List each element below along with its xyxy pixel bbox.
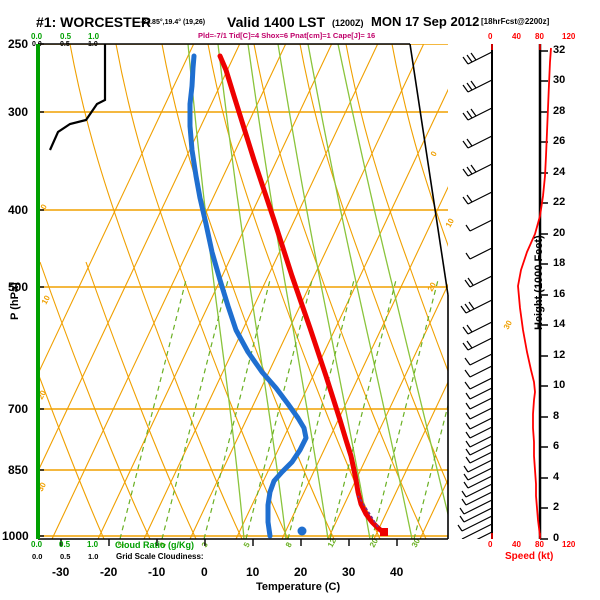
grid-cloudiness-bottom-tick-1: 0.5 bbox=[60, 552, 71, 561]
svg-text:10: 10 bbox=[40, 293, 52, 306]
height-tick-8: 8 bbox=[553, 410, 560, 422]
temperature-tick-0: 0 bbox=[201, 565, 208, 579]
pressure-tick-300: 300 bbox=[8, 105, 29, 119]
isobar-lines bbox=[38, 44, 448, 537]
temperature-ticks bbox=[60, 539, 398, 546]
height-ticks bbox=[540, 50, 548, 540]
temperature-tick-40: 40 bbox=[390, 565, 404, 579]
grid-cloudiness-bottom-tick-0: 0.0 bbox=[32, 552, 43, 561]
height-tick-0: 0 bbox=[553, 532, 560, 544]
temperature-tick--20: -20 bbox=[100, 565, 118, 579]
wind-barbs bbox=[457, 51, 493, 539]
cloud-ratio-tick-1: 0.5 bbox=[60, 32, 72, 41]
height-tick-10: 10 bbox=[553, 379, 566, 391]
temperature-tick-10: 10 bbox=[246, 565, 260, 579]
svg-text:30: 30 bbox=[502, 318, 514, 331]
svg-text:8: 8 bbox=[284, 540, 294, 549]
valid-time-utc: (1200Z) bbox=[332, 18, 364, 28]
pressure-tick-400: 400 bbox=[8, 203, 29, 217]
svg-text:10: 10 bbox=[444, 216, 456, 229]
stability-indices: Pld=-7/1 Tid[C]=4 Shox=6 Pnat[cm]=1 Cape… bbox=[198, 31, 376, 40]
temperature-tick-20: 20 bbox=[294, 565, 308, 579]
height-axis-label: Height (1000 Feet) bbox=[533, 235, 545, 330]
height-tick-12: 12 bbox=[553, 349, 566, 361]
speed-bottom-tick-0: 0 bbox=[488, 540, 493, 549]
speed-ticks bbox=[491, 44, 541, 539]
pressure-axis-label: P (hPa) bbox=[9, 282, 21, 320]
pressure-tick-250: 250 bbox=[8, 37, 29, 51]
speed-profile-curve bbox=[517, 47, 552, 537]
skewt-grid bbox=[38, 44, 448, 539]
height-tick-24: 24 bbox=[553, 166, 566, 178]
height-tick-28: 28 bbox=[553, 105, 566, 117]
pressure-tick-850: 850 bbox=[8, 463, 29, 477]
height-tick-6: 6 bbox=[553, 440, 560, 452]
svg-text:1: 1 bbox=[116, 540, 126, 549]
svg-text:5: 5 bbox=[242, 540, 252, 549]
surface-dewpoint-marker bbox=[297, 526, 307, 536]
speed-bottom-tick-120: 120 bbox=[562, 540, 576, 549]
temperature-axis-label: Temperature (C) bbox=[256, 581, 341, 593]
pressure-tick-700: 700 bbox=[8, 402, 29, 416]
height-tick-30: 30 bbox=[553, 74, 566, 86]
height-tick-32: 32 bbox=[553, 44, 566, 56]
temperature-tick--10: -10 bbox=[148, 565, 166, 579]
temperature-tick--30: -30 bbox=[52, 565, 70, 579]
pressure-tick-1000: 1000 bbox=[2, 529, 29, 543]
height-tick-18: 18 bbox=[553, 257, 566, 269]
svg-text:0: 0 bbox=[429, 149, 439, 158]
height-tick-14: 14 bbox=[553, 318, 566, 330]
station-title: #1: WORCESTER bbox=[36, 14, 152, 30]
dewpoint-curve bbox=[187, 53, 309, 539]
cloud-ratio-axis-label: Cloud Ratio (g/Kg) bbox=[115, 540, 194, 550]
speed-axis-label: Speed (kt) bbox=[505, 551, 554, 562]
cloud-ratio-bottom-tick-2: 1.0 bbox=[87, 540, 99, 549]
grid-cloudiness-bottom-tick-2: 1.0 bbox=[88, 552, 99, 561]
grid-cloudiness-axis-label: Grid Scale Cloudiness: bbox=[116, 552, 204, 561]
temperature-curve bbox=[217, 53, 386, 535]
surface-temperature-marker bbox=[380, 528, 388, 536]
valid-time: Valid 1400 LST bbox=[227, 14, 326, 30]
cloud-ratio-bottom-tick-1: 0.5 bbox=[59, 540, 71, 549]
cloudiness-profile-curve bbox=[48, 44, 107, 151]
speed-top-tick-120: 120 bbox=[562, 32, 576, 41]
svg-text:0: 0 bbox=[39, 202, 49, 211]
height-tick-4: 4 bbox=[553, 471, 560, 483]
forecast-tag: [18hrFcst@2200z] bbox=[481, 17, 550, 26]
height-tick-20: 20 bbox=[553, 227, 566, 239]
speed-bottom-tick-80: 80 bbox=[535, 540, 544, 549]
speed-top-tick-40: 40 bbox=[512, 32, 521, 41]
wetbulb-curve bbox=[357, 495, 379, 528]
valid-date: MON 17 Sep 2012 bbox=[371, 14, 480, 29]
cloud-ratio-tick-0: 0.0 bbox=[31, 32, 43, 41]
station-coordinates: -33.85°,19.4° (19,26) bbox=[140, 19, 206, 26]
svg-text:20: 20 bbox=[426, 280, 438, 293]
height-tick-26: 26 bbox=[553, 135, 566, 147]
speed-top-tick-0: 0 bbox=[488, 32, 493, 41]
speed-top-tick-80: 80 bbox=[535, 32, 544, 41]
moist-adiabat-lines bbox=[187, 44, 448, 539]
height-tick-22: 22 bbox=[553, 196, 566, 208]
height-tick-2: 2 bbox=[553, 501, 560, 513]
svg-text:2: 2 bbox=[158, 540, 168, 549]
cloud-ratio-bottom-tick-0: 0.0 bbox=[31, 540, 43, 549]
pressure-tick-500: 500 bbox=[8, 280, 29, 294]
cloud-ratio-tick-2: 1.0 bbox=[88, 32, 100, 41]
temperature-tick-30: 30 bbox=[342, 565, 356, 579]
height-tick-16: 16 bbox=[553, 288, 566, 300]
speed-bottom-tick-40: 40 bbox=[512, 540, 521, 549]
